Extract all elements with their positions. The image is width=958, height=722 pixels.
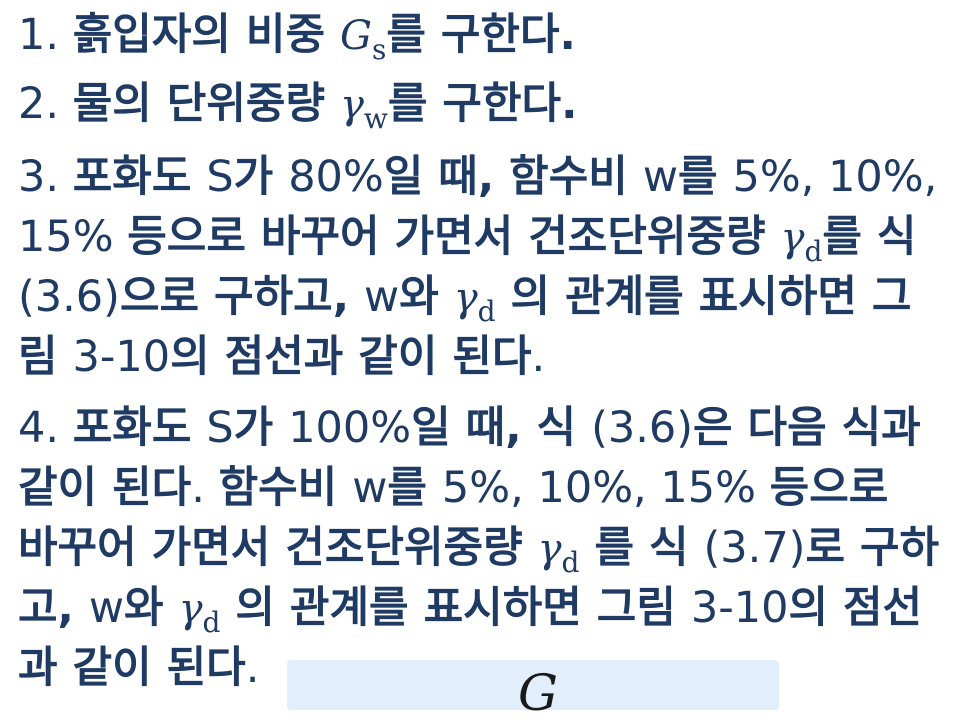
text-run: 80% [288, 152, 384, 202]
text-run: 흙입자의 비중 [72, 10, 341, 60]
math-subscript: w [363, 102, 388, 135]
text-run: 바꾸어 가면서 건조단위중량 [18, 523, 538, 573]
text-run: (3.7) [703, 523, 806, 573]
text-run: w [352, 463, 388, 513]
document-page: 1. 흙입자의 비중 Gs를 구한다. 2. 물의 단위중량 γw를 구한다. … [18, 5, 939, 718]
text-run: (3.6) [591, 403, 693, 453]
text-run: 2. [18, 79, 73, 129]
text-run: 의 점선 [788, 583, 923, 633]
text-run: 과 같이 된다 [18, 643, 246, 693]
text-run: 를 구한다. [387, 79, 578, 129]
text-run: 를 [677, 152, 733, 202]
text-run: 림 [18, 332, 73, 382]
text-line: 2. 물의 단위중량 γw를 구한다. [18, 74, 578, 135]
text-run: 가 [233, 403, 289, 453]
text-run: 의 관계를 표시하면 그림 [220, 583, 691, 633]
math-symbol: γ [453, 275, 478, 321]
math-symbol: γ [178, 586, 203, 632]
text-run: 같이 된다 [18, 463, 192, 513]
text-run: S [206, 403, 234, 453]
text-run: S [206, 152, 234, 202]
formula-box: G [287, 660, 779, 718]
text-run: 포화도 [72, 403, 207, 453]
text-run: 를 구한다. [386, 10, 576, 60]
text-run: 와 [399, 272, 454, 322]
text-run: 15% [18, 212, 128, 262]
step-3: 3. 포화도 S가 80%일 때, 함수비 w를 5%, 10%, 15% 등으로… [18, 147, 937, 387]
math-symbol: G [340, 13, 372, 59]
text-line: (3.6)으로 구하고, w와 γd 의 관계를 표시하면 그 [18, 267, 937, 328]
text-run: . [245, 643, 260, 693]
text-line: 같이 된다. 함수비 w를 5%, 10%, 15% 등으로 [18, 458, 939, 518]
text-run: 를 식 [579, 523, 704, 573]
text-run: (3.6) [18, 272, 120, 322]
text-run: 의 점선과 같이 된다 [170, 332, 532, 382]
text-run: 일 때, 함수비 [383, 152, 643, 202]
text-line: 림 3-10의 점선과 같이 된다. [18, 327, 937, 387]
math-subscript: d [804, 235, 823, 268]
step-1: 1. 흙입자의 비중 Gs를 구한다. [18, 5, 576, 66]
text-run: 를 [387, 463, 442, 513]
text-run: 등으로 [769, 463, 889, 513]
text-run: 포화도 [72, 152, 207, 202]
text-line: 3. 포화도 S가 80%일 때, 함수비 w를 5%, 10%, [18, 147, 937, 207]
math-symbol: γ [340, 82, 364, 128]
text-run: w [88, 583, 125, 633]
text-run: 3. [18, 152, 73, 202]
math-subscript: d [561, 546, 580, 579]
text-line: 1. 흙입자의 비중 Gs를 구한다. [18, 5, 576, 66]
text-run: 4. [18, 403, 73, 453]
text-run: 의 관계를 표시하면 그 [495, 272, 912, 322]
formula-symbol: G [518, 664, 558, 722]
text-run: 로 구하 [805, 523, 940, 573]
text-run: 가 [233, 152, 289, 202]
step-4: 4. 포화도 S가 100%일 때, 식 (3.6)은 다음 식과 같이 된다. … [18, 398, 939, 698]
math-symbol: γ [780, 215, 805, 261]
math-subscript: d [477, 295, 496, 328]
text-line: 15% 등으로 바꾸어 가면서 건조단위중량 γd를 식 [18, 207, 937, 268]
text-run: w [642, 152, 678, 202]
text-run: 5%, 10%, 15% [441, 463, 770, 513]
text-line: 4. 포화도 S가 100%일 때, 식 (3.6)은 다음 식과 [18, 398, 939, 458]
math-symbol: γ [537, 526, 562, 572]
text-run: 물의 단위중량 [72, 79, 341, 129]
text-run: 100% [288, 403, 412, 453]
text-run: 은 다음 식과 [693, 403, 921, 453]
text-run: 일 때, 식 [411, 403, 592, 453]
math-subscript: s [371, 33, 387, 66]
text-run: 으로 구하고, [119, 272, 365, 322]
text-run: 와 [124, 583, 179, 633]
text-run: . [191, 463, 219, 513]
math-subscript: d [202, 606, 221, 639]
text-line: 과 같이 된다. [18, 638, 939, 698]
text-run: 1. [18, 10, 73, 60]
text-run: 등으로 바꾸어 가면서 건조단위중량 [127, 212, 781, 262]
text-run: . [531, 332, 546, 382]
text-run: 3-10 [690, 583, 789, 633]
text-line: 고, w와 γd 의 관계를 표시하면 그림 3-10의 점선 [18, 578, 939, 639]
text-run: 를 식 [822, 212, 917, 262]
text-run: 3-10 [72, 332, 171, 382]
text-run: w [364, 272, 400, 322]
text-run: 5%, 10%, [732, 152, 938, 202]
step-2: 2. 물의 단위중량 γw를 구한다. [18, 74, 578, 135]
text-run: 고, [18, 583, 89, 633]
text-line: 바꾸어 가면서 건조단위중량 γd 를 식 (3.7)로 구하 [18, 518, 940, 579]
text-run: 함수비 [218, 463, 353, 513]
